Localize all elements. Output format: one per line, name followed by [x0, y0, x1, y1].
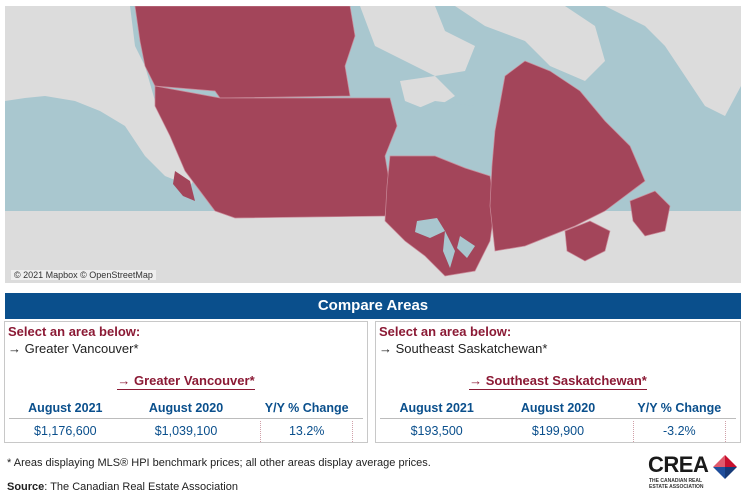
- logo-tagline: THE CANADIAN REAL ESTATE ASSOCIATION: [649, 478, 704, 490]
- canada-map[interactable]: [5, 6, 741, 283]
- stat-column: Y/Y % Change -3.2%: [619, 399, 740, 442]
- divider: [380, 418, 736, 419]
- stat-header: August 2021: [28, 401, 103, 415]
- region-maritimes[interactable]: [564, 220, 611, 262]
- stat-value: $1,039,100: [154, 424, 218, 438]
- map-view[interactable]: © 2021 Mapbox © OpenStreetMap: [5, 6, 741, 283]
- stat-header: Y/Y % Change: [637, 401, 722, 415]
- stat-header: August 2021: [399, 401, 474, 415]
- stat-value: $1,176,600: [34, 424, 97, 438]
- source-line: Source: The Canadian Real Estate Associa…: [7, 481, 238, 493]
- stat-column: August 2020 $199,900: [497, 399, 618, 442]
- region-vancouver-island[interactable]: [173, 171, 195, 201]
- area-title-link[interactable]: → Greater Vancouver*: [5, 373, 367, 390]
- region-newfoundland[interactable]: [629, 190, 671, 237]
- area-title-link[interactable]: → Southeast Saskatchewan*: [376, 373, 740, 390]
- hudson-bay: [400, 101, 495, 166]
- stat-value: 13.2%: [260, 421, 354, 442]
- stat-header: August 2020: [148, 401, 224, 415]
- crea-diamond-icon: [713, 455, 737, 479]
- area-title-text[interactable]: → Greater Vancouver*: [117, 373, 255, 390]
- compare-panel-left: Select an area below: → Greater Vancouve…: [4, 321, 368, 443]
- footnote: * Areas displaying MLS® HPI benchmark pr…: [7, 457, 431, 469]
- panel-prompt: Select an area below:: [8, 324, 141, 339]
- compare-panel-right: Select an area below: → Southeast Saskat…: [375, 321, 741, 443]
- source-text: : The Canadian Real Estate Association: [44, 481, 238, 493]
- stat-header: Y/Y % Change: [264, 401, 349, 415]
- stat-value: $193,500: [410, 424, 463, 438]
- area-selector[interactable]: → Greater Vancouver*: [8, 341, 139, 356]
- greenland-landmass: [605, 6, 741, 116]
- stats-columns: August 2021 $1,176,600 August 2020 $1,03…: [5, 399, 367, 442]
- stat-column: August 2020 $1,039,100: [126, 399, 247, 442]
- lake-huron: [457, 236, 475, 258]
- arctic-island: [455, 6, 605, 81]
- stat-column: Y/Y % Change 13.2%: [246, 399, 367, 442]
- area-title-text[interactable]: → Southeast Saskatchewan*: [469, 373, 647, 390]
- compare-areas-header: Compare Areas: [5, 293, 741, 319]
- alaska-landmass: [5, 6, 200, 186]
- panel-prompt: Select an area below:: [379, 324, 512, 339]
- stat-value: $199,900: [531, 424, 585, 438]
- divider: [9, 418, 363, 419]
- region-northern-territories[interactable]: [134, 6, 356, 99]
- stat-column: August 2021 $1,176,600: [5, 399, 126, 442]
- area-selector[interactable]: → Southeast Saskatchewan*: [379, 341, 548, 356]
- stat-column: August 2021 $193,500: [376, 399, 497, 442]
- lake-michigan: [443, 231, 455, 268]
- logo-wordmark: CREA: [648, 452, 709, 477]
- crea-logo: CREA THE CANADIAN REAL ESTATE ASSOCIATIO…: [648, 452, 740, 494]
- source-label: Source: [7, 481, 45, 493]
- arctic-island: [360, 6, 475, 76]
- stats-columns: August 2021 $193,500 August 2020 $199,90…: [376, 399, 740, 442]
- map-attribution[interactable]: © 2021 Mapbox © OpenStreetMap: [11, 270, 156, 280]
- lake-superior: [415, 218, 445, 238]
- stat-value: -3.2%: [632, 421, 726, 442]
- region-quebec[interactable]: [489, 60, 646, 252]
- stat-header: August 2020: [520, 401, 596, 415]
